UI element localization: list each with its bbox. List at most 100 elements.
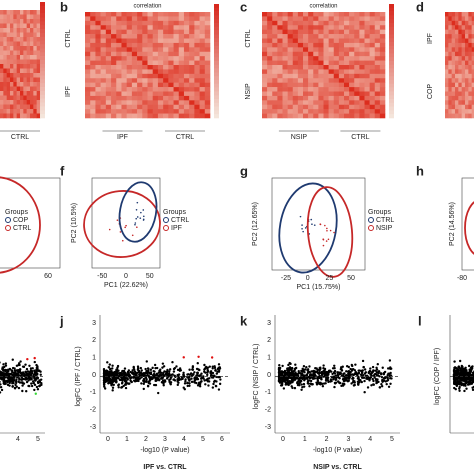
heatmap-cell: [465, 78, 469, 83]
gene-point: [359, 369, 363, 372]
heatmap-cell: [16, 55, 21, 60]
heatmap-cell: [116, 20, 122, 26]
heatmap-cell: [323, 29, 329, 35]
gene-point: [36, 377, 39, 380]
heatmap-cell: [267, 73, 273, 79]
heatmap-cell: [23, 113, 27, 119]
heatmap-cell: [199, 20, 206, 26]
heatmap-cell: [147, 73, 154, 79]
heatmap-cell: [448, 42, 452, 48]
y-tick-label: 1: [92, 355, 96, 362]
gene-point: [161, 373, 165, 376]
heatmap-cell: [26, 46, 31, 51]
gene-point: [362, 365, 365, 369]
gene-point: [308, 385, 311, 388]
heatmap-cell: [468, 109, 472, 114]
heatmap-cell: [323, 12, 329, 17]
heatmap-cell: [95, 51, 101, 57]
gene-point: [34, 373, 37, 376]
heatmap-cell: [364, 42, 370, 48]
heatmap-cell: [445, 42, 449, 48]
heatmap-cell: [0, 59, 4, 65]
heatmap-cell: [194, 87, 200, 92]
heatmap-cell: [359, 60, 365, 66]
sample-point: [326, 227, 328, 230]
heatmap-cell: [6, 91, 11, 96]
heatmap-cell: [100, 87, 107, 92]
heatmap-cell: [287, 91, 294, 97]
gene-point: [4, 382, 7, 386]
heatmap-cell: [292, 109, 299, 114]
group-label: NSIP: [291, 134, 308, 141]
heatmap-cell: [142, 56, 148, 61]
gene-point: [168, 370, 171, 373]
heatmap-cell: [455, 12, 459, 17]
heatmap-cell: [23, 14, 27, 20]
heatmap-cell: [287, 109, 294, 114]
heatmap-cell: [267, 95, 273, 101]
colorbar: [389, 42, 394, 47]
heatmap-cell: [328, 73, 335, 79]
heatmap-cell: [199, 109, 206, 114]
gene-point: [109, 380, 112, 384]
gene-point: [117, 384, 120, 387]
gene-point: [15, 378, 18, 381]
heatmap-cell: [163, 16, 169, 22]
colorbar: [389, 80, 394, 85]
heatmap-cell: [189, 65, 195, 70]
heatmap-cell: [173, 56, 180, 61]
heatmap-cell: [126, 38, 133, 44]
heatmap-cell: [152, 104, 159, 110]
heatmap-cell: [152, 47, 159, 53]
x-tick-label: 5: [201, 436, 205, 443]
heatmap-cell: [344, 34, 350, 39]
heatmap-cell: [349, 51, 355, 57]
heatmap-cell: [147, 82, 154, 88]
colorbar: [214, 87, 219, 92]
heatmap-cell: [0, 55, 4, 60]
heatmap-cell: [349, 65, 355, 70]
heatmap-cell: [95, 78, 101, 83]
x-tick-label: 2: [325, 436, 329, 443]
heatmap-cell: [85, 104, 91, 110]
gene-point: [386, 367, 390, 370]
gene-point: [321, 385, 325, 388]
heatmap-cell: [13, 113, 17, 119]
heatmap-cell: [379, 87, 386, 92]
gene-point: [339, 371, 342, 374]
heatmap-cell: [262, 113, 268, 119]
gene-point: [345, 370, 348, 373]
heatmap-cell: [105, 104, 112, 110]
heatmap-cell: [287, 95, 294, 101]
heatmap-cell: [183, 73, 190, 79]
heatmap-cell: [6, 19, 11, 24]
heatmap-cell: [36, 10, 41, 15]
heatmap-cell: [30, 73, 34, 78]
heatmap-cell: [313, 104, 319, 110]
heatmap-cell: [313, 51, 319, 57]
gene-point: [294, 371, 297, 374]
colorbar: [214, 34, 219, 39]
heatmap-cell: [163, 29, 169, 35]
heatmap-cell: [277, 42, 283, 48]
gene-point: [127, 382, 130, 385]
gene-point: [389, 377, 392, 380]
heatmap-cell: [137, 78, 143, 83]
heatmap-cell: [282, 25, 288, 30]
heatmap-cell: [349, 20, 355, 26]
heatmap-cell: [272, 29, 278, 35]
heatmap-cell: [126, 109, 133, 114]
heatmap-cell: [163, 65, 169, 70]
gene-point: [324, 376, 328, 380]
heatmap-cell: [0, 82, 4, 87]
gene-point: [170, 373, 173, 377]
x-tick-label: 3: [346, 436, 350, 443]
gene-point: [7, 377, 10, 381]
heatmap-cell: [282, 78, 288, 83]
heatmap-cell: [461, 60, 466, 66]
gene-point: [293, 386, 297, 390]
heatmap-cell: [374, 20, 381, 26]
heatmap-cell: [465, 29, 469, 35]
heatmap-cell: [189, 25, 195, 30]
heatmap-cell: [131, 42, 138, 48]
